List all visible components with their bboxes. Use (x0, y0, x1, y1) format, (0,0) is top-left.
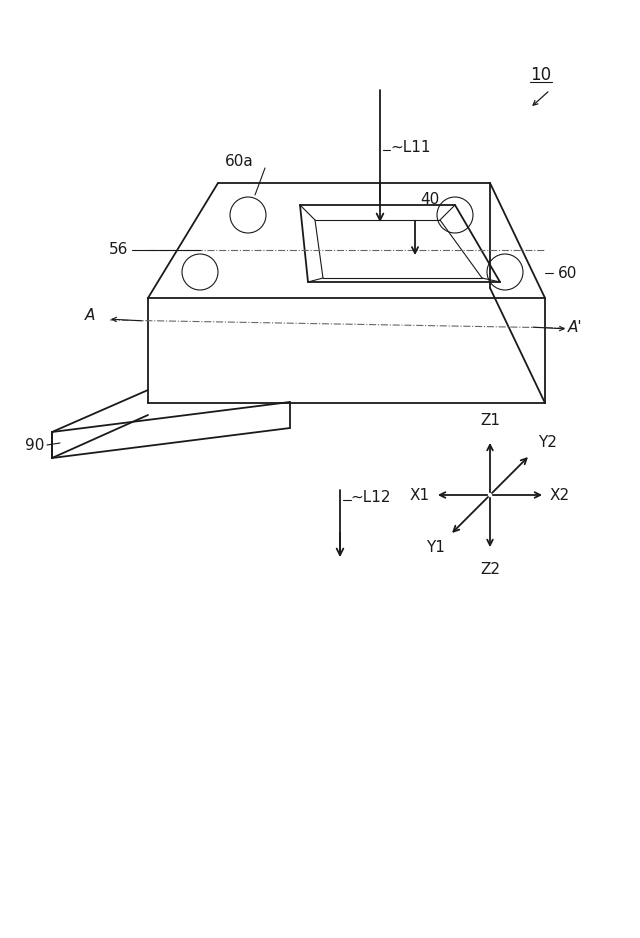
Text: Z1: Z1 (480, 413, 500, 428)
Text: 60: 60 (558, 265, 577, 280)
Text: A': A' (568, 321, 582, 336)
Text: Z2: Z2 (480, 562, 500, 577)
Text: ~L12: ~L12 (350, 491, 390, 506)
Text: 56: 56 (109, 243, 128, 258)
Text: 10: 10 (530, 66, 551, 84)
Text: X2: X2 (550, 488, 570, 503)
Text: 40: 40 (420, 192, 439, 207)
Text: X1: X1 (410, 488, 430, 503)
Text: 60a: 60a (225, 155, 253, 170)
Text: ~L11: ~L11 (390, 141, 431, 156)
Text: Y2: Y2 (538, 435, 557, 450)
Text: A: A (84, 308, 95, 323)
Text: Y1: Y1 (426, 540, 445, 555)
Text: 90: 90 (24, 437, 44, 452)
